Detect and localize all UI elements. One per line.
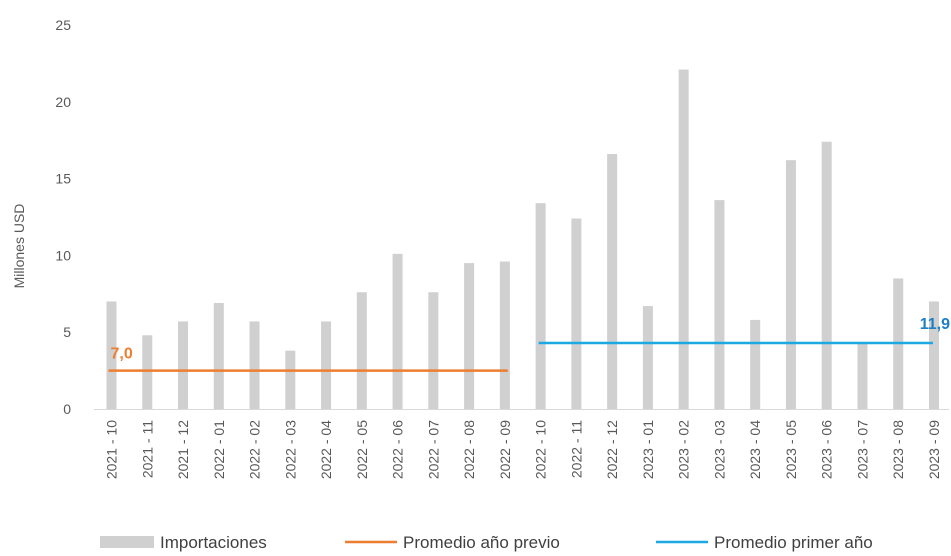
bar	[285, 350, 296, 409]
y-axis-ticks: 0 5 10 15 20 25	[55, 17, 71, 417]
x-tick-label: 2023 - 02	[676, 420, 692, 479]
x-tick-label: 2022 - 02	[247, 420, 263, 479]
y-tick-label: 20	[55, 94, 71, 110]
y-axis-label: Millones USD	[11, 204, 27, 289]
x-tick-label: 2022 - 09	[497, 420, 513, 479]
bars	[106, 69, 939, 409]
y-tick-label: 5	[63, 324, 71, 340]
average-label: 7,0	[111, 346, 133, 363]
x-tick-label: 2021 - 12	[175, 420, 191, 479]
bar	[785, 160, 796, 409]
x-tick-label: 2022 - 05	[354, 420, 370, 479]
bar	[428, 292, 439, 409]
x-tick-label: 2021 - 11	[139, 420, 155, 478]
x-tick-label: 2023 - 07	[854, 420, 870, 479]
bar	[821, 141, 832, 409]
x-tick-label: 2023 - 01	[640, 420, 656, 479]
x-tick-label: 2021 - 10	[104, 420, 120, 479]
legend-label: Promedio año previo	[403, 533, 560, 552]
x-tick-label: 2022 - 10	[533, 420, 549, 479]
bar	[571, 218, 582, 409]
x-tick-label: 2023 - 08	[890, 420, 906, 479]
legend-swatch	[100, 536, 154, 548]
bar	[106, 301, 117, 409]
x-tick-label: 2022 - 08	[461, 420, 477, 479]
legend: Importaciones Promedio año previo Promedio…	[100, 533, 873, 552]
bar	[142, 335, 153, 409]
bar	[928, 301, 939, 409]
x-tick-label: 2023 - 03	[711, 420, 727, 479]
y-tick-label: 25	[55, 17, 71, 33]
y-tick-label: 15	[55, 171, 71, 187]
x-tick-label: 2022 - 04	[318, 420, 334, 479]
bar	[535, 203, 546, 409]
x-tick-label: 2022 - 07	[425, 420, 441, 479]
bar	[607, 154, 618, 409]
bar	[678, 69, 689, 409]
x-tick-label: 2022 - 06	[390, 420, 406, 479]
bar	[178, 321, 189, 409]
x-tick-label: 2022 - 11	[568, 420, 584, 478]
bar	[499, 261, 510, 409]
average-lines: 7,0 11,9	[108, 316, 950, 372]
bar	[321, 321, 332, 409]
legend-label: Promedio primer año	[714, 533, 873, 552]
bar	[392, 253, 403, 409]
x-tick-label: 2023 - 06	[819, 420, 835, 479]
y-tick-label: 10	[55, 247, 71, 263]
bar	[356, 292, 367, 409]
bar	[642, 306, 653, 409]
x-tick-label: 2023 - 04	[747, 420, 763, 479]
x-tick-label: 2022 - 01	[211, 420, 227, 479]
bar	[213, 303, 224, 409]
x-tick-label: 2023 - 05	[783, 420, 799, 479]
bar	[464, 263, 475, 409]
y-tick-label: 0	[63, 401, 71, 417]
bar	[249, 321, 260, 409]
legend-label: Importaciones	[160, 533, 267, 552]
bar	[714, 200, 725, 409]
bar	[857, 342, 868, 409]
x-tick-label: 2022 - 12	[604, 420, 620, 479]
average-label: 11,9	[920, 316, 950, 333]
x-tick-label: 2023 - 09	[926, 420, 942, 479]
x-axis-ticks: 2021 - 10 2021 - 11 2021 - 12 2022 - 01 2022…	[104, 420, 942, 479]
bar	[750, 319, 761, 409]
x-tick-label: 2022 - 03	[282, 420, 298, 479]
